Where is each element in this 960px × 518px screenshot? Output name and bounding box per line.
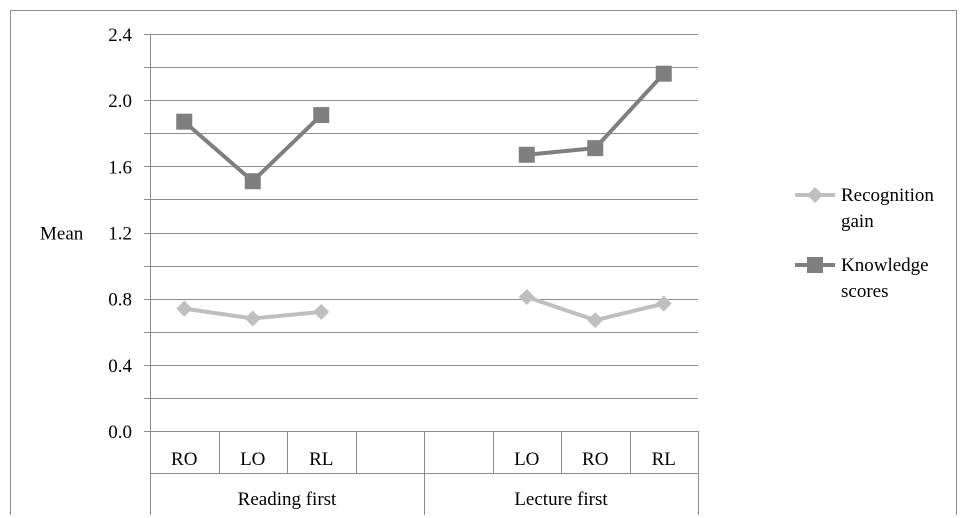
category-label: RL [309,449,333,470]
category-label: RL [652,449,676,470]
data-point-diamond [807,187,823,203]
legend-entry: Recognition gain [795,185,934,232]
category-label: LO [240,449,265,470]
chart-frame [10,10,957,515]
data-point-square [313,107,330,124]
y-tick-label: 0.0 [108,422,132,443]
data-point-diamond [587,312,604,329]
series-knowledge-scores [176,65,672,190]
y-tick-label: 2.4 [108,25,132,46]
data-point-diamond [518,289,535,306]
legend-label: scores [841,281,888,302]
y-tick-label: 2.0 [108,91,132,112]
group-label: Lecture first [514,489,608,510]
y-tick-label: 0.4 [108,356,132,377]
data-point-diamond [313,303,330,320]
data-point-diamond [655,295,672,312]
category-label: RO [582,449,608,470]
series-recognition-gain [176,289,672,329]
data-point-diamond [176,300,193,317]
y-tick-label: 1.6 [108,157,132,178]
legend: Recognition gain Knowledge scores [795,185,934,302]
gridlines [150,34,698,432]
data-point-square [244,173,261,190]
y-tick-label: 0.8 [108,290,132,311]
data-point-square [176,113,193,130]
series-line [182,113,323,184]
legend-label: Recognition [841,185,934,206]
category-label: RO [171,449,197,470]
data-point-square [655,65,672,82]
data-point-diamond [244,310,261,327]
series [176,65,672,329]
data-point-square [587,140,604,157]
axes [144,34,699,515]
y-tick-label: 1.2 [108,224,132,245]
legend-label: gain [841,211,874,232]
data-point-square [518,146,535,163]
legend-label: Knowledge [841,255,929,276]
y-axis-title: Mean [40,224,84,245]
legend-entry: Knowledge scores [795,255,929,302]
group-label: Reading first [238,489,337,510]
category-label: LO [514,449,539,470]
labels: Mean 0.0 0.4 0.8 1.2 1.6 2.0 2.4 RO LO RL LO RO RL Re… [40,25,676,510]
data-point-square [807,257,823,273]
